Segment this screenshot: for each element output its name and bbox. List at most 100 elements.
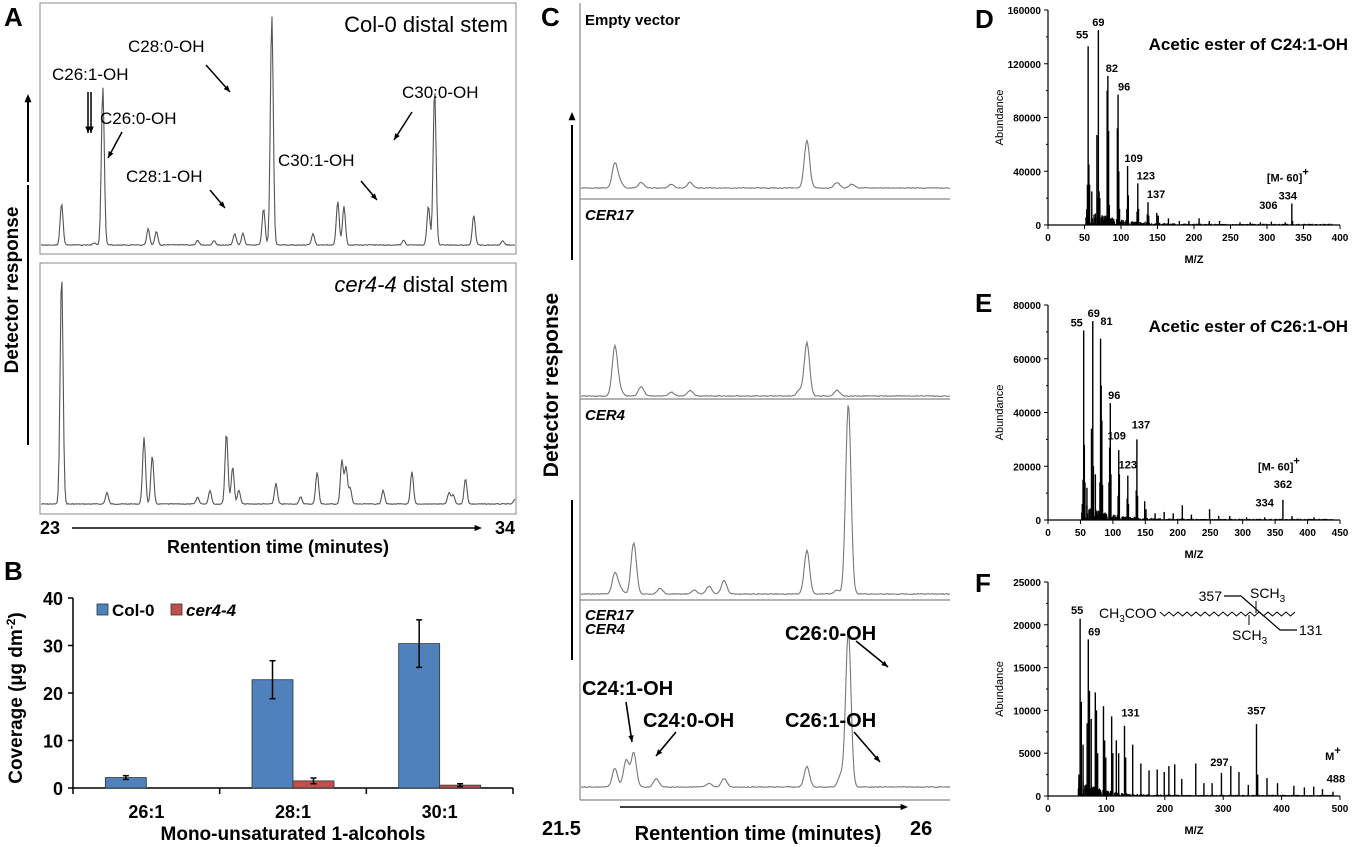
arrow-c26-0	[855, 640, 889, 668]
arrow-c24-1	[625, 701, 633, 743]
x-tick-label: 150	[1149, 233, 1166, 244]
ion-text: [M- 60]	[1267, 173, 1303, 185]
peak-label-362: 362	[1274, 479, 1292, 491]
x-tick-label: 100	[1113, 233, 1130, 244]
chromatogram-a: Col-0 distal stem cer4-4 distal stem C26:1…	[2, 2, 517, 557]
x-tick-label: 100	[1105, 528, 1122, 539]
panel-letter-c: C	[541, 2, 560, 32]
x-tick-26: 26	[910, 818, 932, 840]
carbon-chain	[1159, 611, 1296, 617]
x-tick-label: 250	[1202, 528, 1219, 539]
y-tick-label: 20000	[1013, 621, 1041, 632]
peak-label-357: 357	[1247, 706, 1265, 718]
arrow-c30-1-head	[370, 193, 377, 200]
panel-letter-e: E	[975, 288, 993, 318]
annotation-c30-0-oh: C30:0-OH	[402, 83, 479, 102]
ion-text: M	[1325, 751, 1334, 763]
structure-prefix-part: COO	[1125, 605, 1157, 621]
peak-label-334: 334	[1256, 498, 1275, 510]
peak-label-69: 69	[1092, 17, 1104, 29]
x-tick-label: 300	[1259, 233, 1276, 244]
x-axis-label: Rentention time (minutes)	[167, 537, 389, 557]
sch3-sub: 3	[1280, 594, 1286, 605]
peak-label-96: 96	[1118, 82, 1130, 94]
sch3-text: SCH	[1250, 585, 1280, 601]
peak-label-334: 334	[1279, 191, 1298, 203]
y-tick-label: 0	[1035, 792, 1041, 803]
peak-label-137: 137	[1132, 420, 1150, 432]
peak-label-55: 55	[1071, 318, 1083, 330]
x-tick-label: 450	[1332, 528, 1349, 539]
x-tick-label: 150	[1137, 528, 1154, 539]
ion-annotation: [M- 60]+	[1258, 455, 1300, 473]
arrow-c24-0-head	[656, 749, 663, 756]
trace-2	[580, 405, 951, 595]
x-tick-label: 50	[1079, 233, 1091, 244]
peak-label-297: 297	[1210, 757, 1228, 769]
trace-1	[580, 340, 951, 398]
peak-label-82: 82	[1106, 63, 1118, 75]
y-tick-label: 5000	[1019, 749, 1042, 760]
x-tick-label: 400	[1299, 528, 1316, 539]
ion-sup: +	[1334, 745, 1340, 757]
y-tick-label: 160000	[1008, 6, 1042, 17]
y-tick-label: 10	[43, 732, 63, 752]
peak-label-488: 488	[1327, 773, 1345, 785]
y-tick-label: 120000	[1008, 60, 1042, 71]
peak-label-123: 123	[1119, 459, 1137, 471]
y-tick-label: 0	[1035, 516, 1041, 527]
trace-title-cer4-4: cer4-4 distal stem	[334, 272, 508, 297]
title-rest: distal stem	[397, 272, 508, 297]
trace-title-col0: Col-0 distal stem	[344, 12, 508, 37]
x-tick-label: 200	[1156, 804, 1173, 815]
peak-label-69: 69	[1088, 308, 1100, 320]
x-tick-label: 0	[1045, 804, 1051, 815]
structure-prefix: CH3COO	[1099, 605, 1157, 625]
y-axis-label: Coverage (µg dm-2)	[4, 612, 27, 784]
y-tick-label: 80000	[1013, 301, 1041, 312]
y-tick-label: 0	[1035, 221, 1041, 232]
sch3-bottom: SCH3	[1232, 627, 1268, 647]
trace-label-1: CER17	[585, 207, 634, 224]
peak-label-55: 55	[1071, 605, 1083, 617]
x-tick-34: 34	[495, 518, 515, 538]
bar-chart-b: 0 10 20 30 40 26:1 28:1 30:1 Col-0 cer4-4 Coverage…	[4, 589, 514, 845]
x-axis-label: M/Z	[1185, 825, 1204, 837]
sch3-top: SCH3	[1250, 585, 1286, 605]
title-italic-part: cer4-4	[334, 272, 396, 297]
arrow-c26-1b-head	[88, 126, 94, 133]
ion-annotation: [M- 60]+	[1267, 167, 1309, 185]
ion-sup: +	[1293, 455, 1299, 467]
arrow-c26-0-head	[881, 660, 888, 667]
spectrum-title: Acetic ester of C24:1-OH	[1149, 35, 1348, 54]
arrow-c28-1-head	[218, 201, 225, 208]
y-axis-label: Abundance	[994, 385, 1006, 441]
annotation-c24-1-oh: C24:1-OH	[582, 678, 673, 700]
trace-label-line-0: CER17	[585, 607, 634, 624]
y-axis-label: Detector response	[2, 207, 23, 374]
annotation-c26-0-oh: C26:0-OH	[785, 623, 876, 645]
spectrum-title: Acetic ester of C26:1-OH	[1149, 317, 1348, 336]
y-tick-label: 25000	[1013, 578, 1041, 589]
y-tick-label: 15000	[1013, 664, 1041, 675]
mass-spectrum-e: 0 20000 40000 60000 80000 0 50 100 150 200 250 300 3…	[994, 301, 1349, 561]
x-axis-label: M/Z	[1185, 254, 1204, 266]
x-axis-arrow-head	[900, 803, 908, 811]
mass-spectrum-d: 0 40000 80000 120000 160000 0 50 100 150 200 250 30…	[994, 6, 1349, 266]
panel-letter-a: A	[4, 2, 23, 32]
fragment-cleavage-line	[1224, 595, 1297, 631]
x-axis-label: M/Z	[1185, 549, 1204, 561]
x-tick-label: 200	[1186, 233, 1203, 244]
y-tick-label: 10000	[1013, 706, 1041, 717]
frame-top	[39, 2, 517, 255]
x-tick-label: 350	[1267, 528, 1284, 539]
legend-label-1: cer4-4	[186, 601, 237, 620]
y-axis-label: Detector response	[540, 293, 563, 477]
trace-3	[580, 631, 951, 788]
x-tick-label: 300	[1234, 528, 1251, 539]
peak-label-137: 137	[1147, 189, 1165, 201]
structure-prefix-part: 3	[1119, 614, 1125, 625]
y-tick-label: 40000	[1013, 409, 1041, 420]
trace-col0	[40, 16, 516, 247]
arrow-c30-0-head	[394, 133, 400, 140]
